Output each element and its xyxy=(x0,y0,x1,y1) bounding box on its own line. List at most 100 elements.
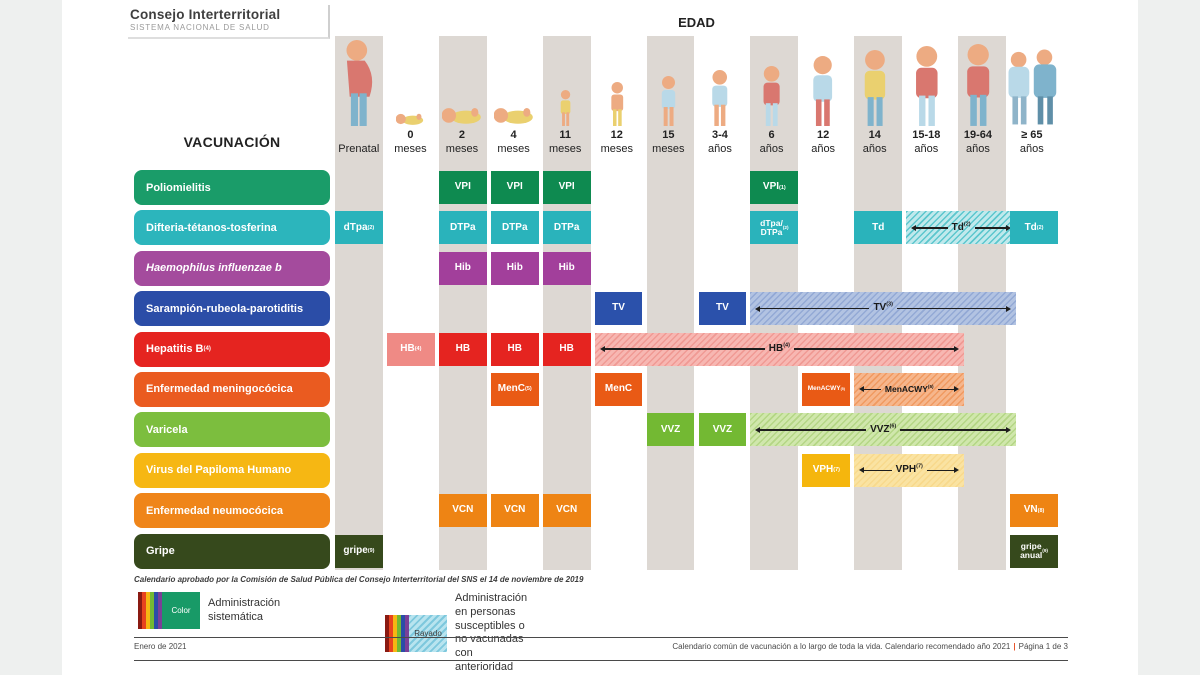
age-column-6: 15 meses xyxy=(643,36,695,164)
cell-hepatitis-b-col4: HB xyxy=(542,332,591,366)
age-column-headers: Prenatal 0 meses 2 meses 4 meses 11 meses 12… xyxy=(333,36,1060,164)
arrow-left-icon xyxy=(859,467,865,474)
age-label-line1: 14 xyxy=(868,129,881,141)
age-label-line2: meses xyxy=(445,143,479,155)
logo-title: Consejo Interterritorial xyxy=(130,7,281,22)
age-label-line2: meses xyxy=(652,143,685,155)
cells-difteria-tetanos-tosferina: dTpa (2) DTPa DTPa DTPa dTpa/ DTPa (2) Td Td(2) T… xyxy=(333,210,1060,245)
footer-title-text: Calendario común de vacunación a lo larg… xyxy=(672,642,1011,651)
cell-difteria-tetanos-tosferina-col8: dTpa/ DTPa (2) xyxy=(750,211,799,245)
rayado-swatch-icon: Rayado xyxy=(385,614,447,652)
arrow-left-icon xyxy=(911,224,917,231)
arrow-line xyxy=(900,429,1006,431)
legend-color-text: Administración sistemática xyxy=(208,596,281,623)
age-label-line2: meses xyxy=(548,143,582,155)
cells-enfermedad-neumococica: VCN VCN VCN VN (8) xyxy=(333,493,1060,528)
age-label-line1: 19-64 xyxy=(963,129,992,141)
age-column-3: 4 meses xyxy=(488,36,540,164)
age-column-10: 14 años xyxy=(849,36,901,164)
row-label-difteria-tetanos-tosferina: Difteria-tétanos-tosferina xyxy=(134,210,330,246)
age-column-5: 12 meses xyxy=(591,36,643,164)
cell-poliomielitis-col3: VPI xyxy=(490,171,539,204)
cells-virus-del-papiloma-humano: VPH (7) VPH(7) xyxy=(333,453,1060,488)
arrow-left-icon xyxy=(859,386,865,393)
teen-14-years-icon xyxy=(859,36,891,128)
row-label-sarampion-rubeola-parotiditis: Sarampión-rubeola-parotiditis xyxy=(134,291,330,327)
arrow-line xyxy=(864,388,881,391)
arrow-right-icon xyxy=(1006,224,1012,231)
age-column-0: Prenatal xyxy=(333,36,385,164)
row-poliomielitis: Poliomielitis VPI VPI VPI VPI (1) xyxy=(134,170,1060,205)
cells-sarampion-rubeola-parotiditis: TV TV TV(3) xyxy=(333,291,1060,326)
cell-enfermedad-neumococica-col13: VN (8) xyxy=(1010,494,1058,528)
age-label-line2: años xyxy=(811,143,836,155)
edad-heading: EDAD xyxy=(678,15,715,30)
arrow-line xyxy=(604,348,765,350)
cell-varicela-col8: VVZ(6) xyxy=(750,413,1016,447)
cell-enfermedad-neumococica-col4: VCN xyxy=(542,494,591,528)
approval-footnote: Calendario aprobado por la Comisión de S… xyxy=(134,575,584,584)
age-label-line2: años xyxy=(708,143,732,155)
row-label-virus-del-papiloma-humano: Virus del Papiloma Humano xyxy=(134,452,330,488)
age-label-line1: ≥ 65 xyxy=(1021,129,1043,141)
arrow-right-icon xyxy=(954,386,960,393)
seniors-65-years-icon xyxy=(1004,36,1060,128)
cell-gripe-col0: gripe (9) xyxy=(335,534,383,568)
row-label-hepatitis-b: Hepatitis B (4) xyxy=(134,331,330,367)
cell-varicela-col6: VVZ xyxy=(646,413,695,447)
cell-haemophilus-influenzae-b-col3: Hib xyxy=(490,251,539,285)
legend-rayado-text: Administración en personas susceptibles … xyxy=(455,592,528,673)
cell-difteria-tetanos-tosferina-col0: dTpa (2) xyxy=(335,211,383,245)
arrow-right-icon xyxy=(954,346,960,353)
rainbow-stripes-icon xyxy=(138,592,162,629)
age-label-line2: años xyxy=(914,143,939,155)
row-label-poliomielitis: Poliomielitis xyxy=(134,170,330,205)
arrow-right-icon xyxy=(1005,426,1011,433)
age-label-line2: meses xyxy=(394,143,427,155)
row-gripe: Gripe gripe (9) gripe anual (9) xyxy=(134,533,1060,569)
cell-enfermedad-meningococica-col5: MenC xyxy=(594,372,643,406)
cell-enfermedad-meningococica-col10: MenACWY(5) xyxy=(854,372,965,406)
rainbow-stripes-icon xyxy=(385,614,409,652)
cells-poliomielitis: VPI VPI VPI VPI (1) xyxy=(333,170,1060,205)
arrow-line xyxy=(916,227,948,229)
cell-difteria-tetanos-tosferina-col3: DTPa xyxy=(490,211,539,245)
age-label-line2: años xyxy=(965,143,990,155)
vaccine-rows: Poliomielitis VPI VPI VPI VPI (1) Difteria-tét… xyxy=(134,170,1060,569)
cell-enfermedad-meningococica-col9: MenACWY (5) xyxy=(802,372,851,406)
cells-enfermedad-meningococica: MenC (5) MenC MenACWY (5) MenACWY(5) xyxy=(333,372,1060,407)
cell-enfermedad-meningococica-col3: MenC (5) xyxy=(490,372,539,406)
cell-virus-del-papiloma-humano-col10: VPH(7) xyxy=(854,453,965,487)
age-column-1: 0 meses xyxy=(385,36,437,164)
cells-haemophilus-influenzae-b: Hib Hib Hib xyxy=(333,251,1060,286)
age-column-9: 12 años xyxy=(797,36,849,164)
arrow-line xyxy=(760,429,867,431)
arrow-line xyxy=(760,307,870,310)
footer-bottom-rule xyxy=(134,660,1068,661)
adult-19-64-years-icon xyxy=(961,36,995,128)
logo-subtitle: SISTEMA NACIONAL DE SALUD xyxy=(130,23,270,32)
cell-enfermedad-neumococica-col2: VCN xyxy=(438,494,487,528)
age-label-line1: 3-4 xyxy=(712,129,728,141)
cells-gripe: gripe (9) gripe anual (9) xyxy=(333,534,1060,569)
age-column-7: 3-4 años xyxy=(694,36,746,164)
age-label-line1: 15 xyxy=(662,129,675,141)
arrow-right-icon xyxy=(1006,305,1011,312)
cell-gripe-col13: gripe anual (9) xyxy=(1010,534,1058,568)
age-label-line2: años xyxy=(1019,143,1044,155)
shaded-column-2 xyxy=(438,36,487,570)
cells-hepatitis-b: HB (4) HB HB HB HB(4) xyxy=(333,332,1060,367)
child-3-4-years-icon xyxy=(708,36,732,128)
age-label-line1: 15-18 xyxy=(912,129,941,141)
infant-4-months-icon xyxy=(493,36,534,128)
footer-page-number: Página 1 de 3 xyxy=(1018,642,1068,651)
shaded-column-0 xyxy=(335,36,383,570)
footer-top-rule xyxy=(134,637,1068,638)
age-column-8: 6 años xyxy=(746,36,798,164)
pregnant-woman-icon xyxy=(339,36,379,128)
row-hepatitis-b: Hepatitis B (4) HB (4) HB HB HB HB(4) xyxy=(134,331,1060,367)
cell-sarampion-rubeola-parotiditis-col8: TV(3) xyxy=(750,292,1016,326)
age-label-line1: 12 xyxy=(817,129,830,141)
row-varicela: Varicela VVZ VVZ VVZ(6) xyxy=(134,412,1060,448)
age-column-2: 2 meses xyxy=(436,36,488,164)
